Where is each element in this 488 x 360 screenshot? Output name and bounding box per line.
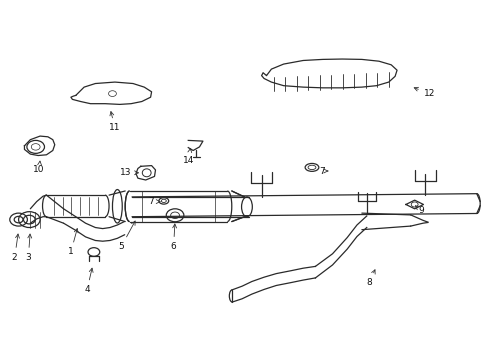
Text: 2: 2 [12, 234, 20, 262]
Text: 7: 7 [318, 166, 327, 175]
Text: 5: 5 [118, 221, 135, 251]
Text: 12: 12 [413, 87, 434, 98]
Text: 6: 6 [170, 224, 176, 251]
Text: 1: 1 [68, 229, 78, 256]
Text: 8: 8 [366, 270, 374, 287]
Text: 10: 10 [33, 161, 45, 174]
Text: 14: 14 [182, 149, 194, 165]
Text: 9: 9 [414, 206, 424, 215]
Text: 4: 4 [84, 268, 93, 294]
Text: 11: 11 [109, 112, 121, 132]
Text: 13: 13 [120, 168, 138, 177]
Text: 7: 7 [147, 197, 160, 206]
Text: 3: 3 [25, 234, 32, 262]
